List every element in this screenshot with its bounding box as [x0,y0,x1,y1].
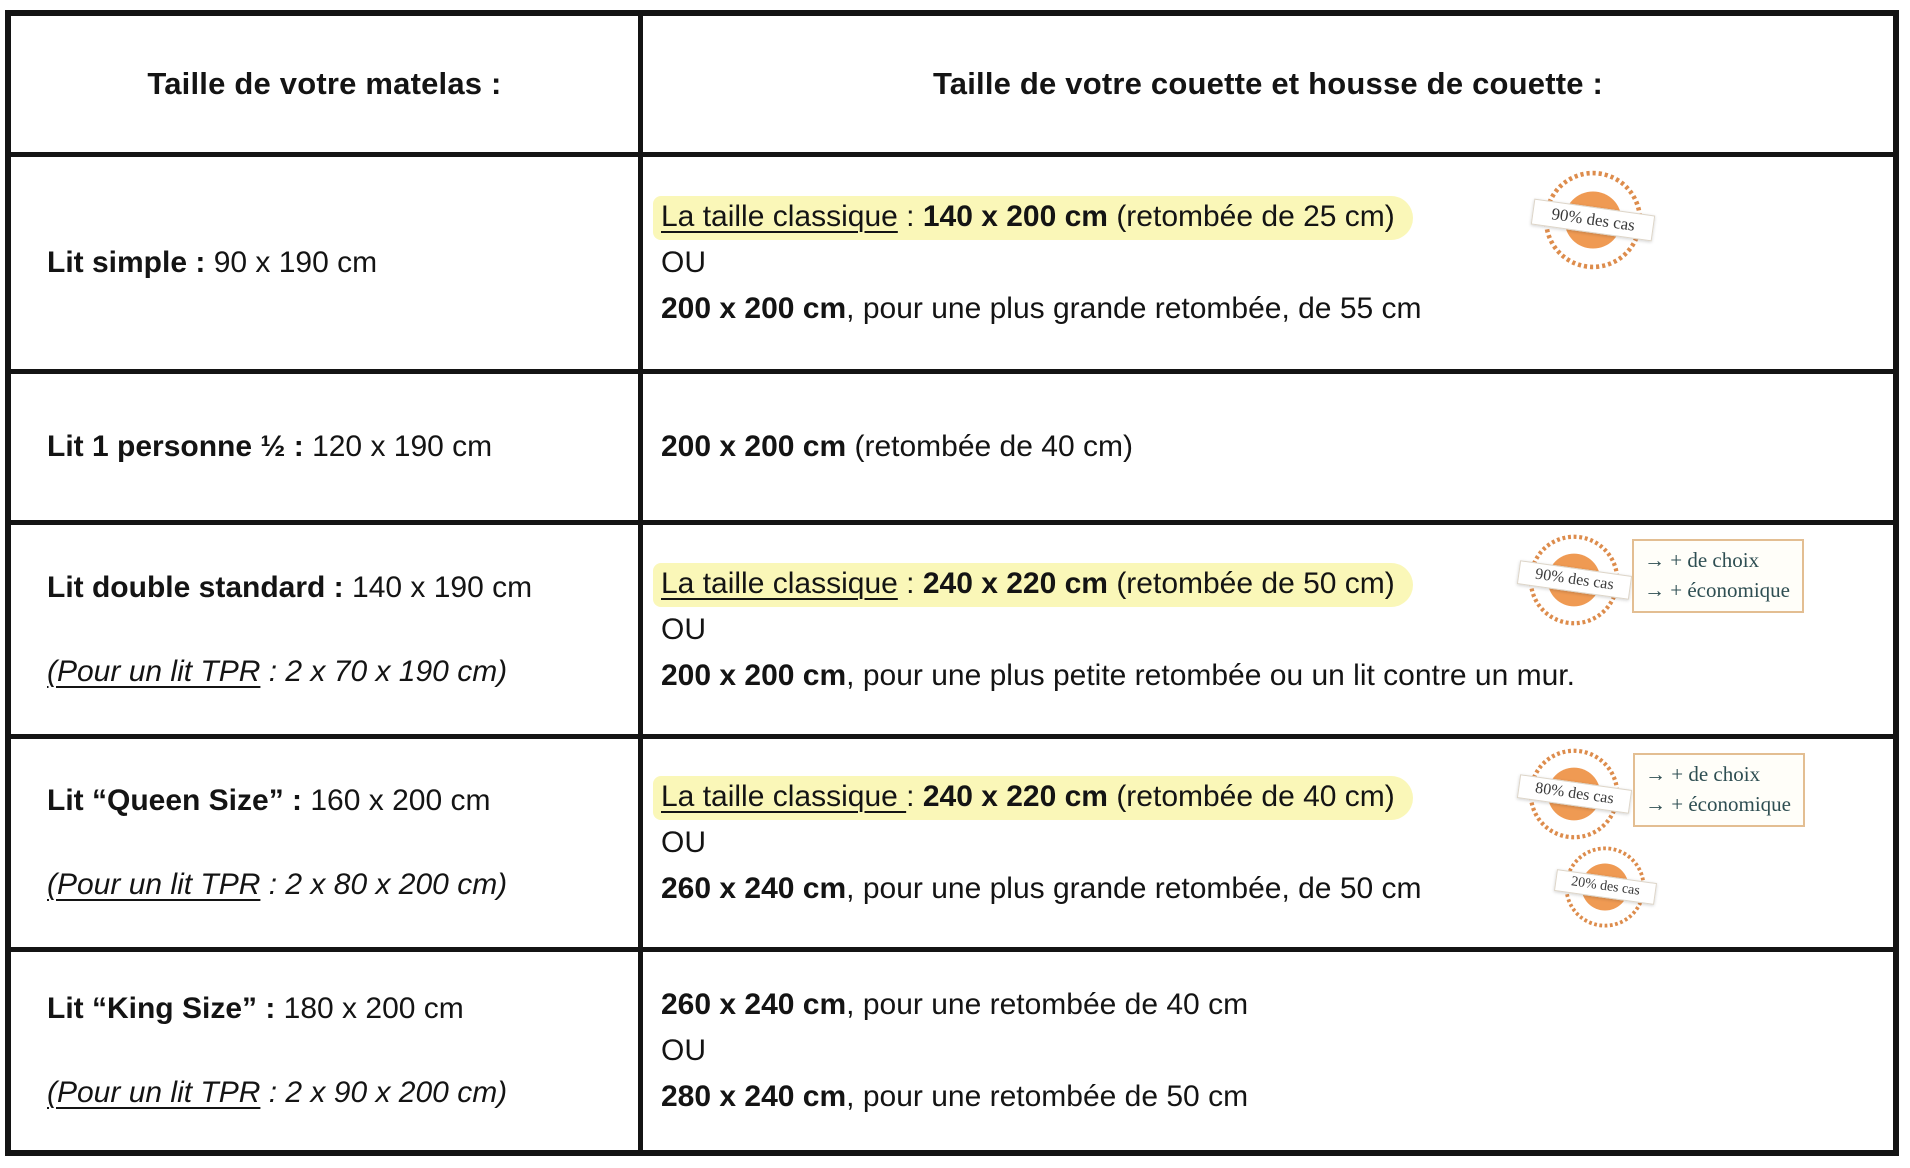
classic-colon: : [897,566,923,600]
duvet-cell-lit-king-size: 260 x 240 cm, pour une retombée de 40 cm… [643,952,1893,1150]
classic-label: La taille classique [661,200,898,233]
mattress-line: Lit simple : 90 x 190 cm [47,241,638,285]
tpr-label: (Pour un lit TPR [47,1076,261,1109]
tpr-size: : 2 x 80 x 200 cm) [260,868,508,901]
mattress-line: Lit 1 personne ½ : 120 x 190 cm [47,425,638,469]
mattress-name: Lit double standard : [47,570,344,604]
or-separator: OU [661,1034,706,1067]
classic-size-line: La taille classique : 140 x 200 cm (reto… [653,194,1893,240]
tpr-note: (Pour un lit TPR : 2 x 70 x 190 cm) [47,650,638,694]
duvet-note: , pour une retombée de 50 cm [846,1080,1249,1113]
alt-size: 200 x 200 cm [661,292,847,325]
alt-size-line: 260 x 240 cm, pour une plus grande retom… [661,866,1893,912]
duvet-note: , pour une retombée de 40 cm [846,988,1249,1021]
duvet-cell-lit-1-personne-demi: 200 x 200 cm (retombée de 40 cm) [643,374,1893,525]
alt-size: 260 x 240 cm [661,872,847,905]
classic-colon: : [906,780,923,813]
classic-size: 240 x 220 cm [922,780,1108,813]
mattress-line: Lit double standard : 140 x 190 cm [47,566,638,610]
header-mattress-label: Taille de votre matelas : [147,66,502,101]
or-separator: OU [661,826,706,859]
alt-size-line: 200 x 200 cm, pour une plus grande retom… [661,286,1893,332]
duvet-note: (retombée de 40 cm) [846,430,1133,463]
size-option-line: 260 x 240 cm, pour une retombée de 40 cm [661,982,1893,1028]
single-size-line: 200 x 200 cm (retombée de 40 cm) [661,424,1893,470]
perk-item-choice: → + de choix [1645,762,1761,786]
mattress-size: 160 x 200 cm [310,784,491,817]
mattress-size: 90 x 190 cm [213,246,378,279]
perk-item-economy: → + économique [1644,578,1790,602]
alt-size-line: 200 x 200 cm, pour une plus petite retom… [661,653,1893,699]
classic-size-line: La taille classique : 240 x 220 cm (reto… [653,774,1893,820]
mattress-size: 180 x 200 cm [283,992,464,1025]
mattress-size: 140 x 190 cm [352,570,533,604]
mattress-cell-lit-double-standard: Lit double standard : 140 x 190 cm (Pour… [11,525,643,739]
highlight-marker: La taille classique : 140 x 200 cm (reto… [653,196,1413,240]
duvet-cell-lit-queen-size: La taille classique : 240 x 220 cm (reto… [643,739,1893,952]
duvet-cell-lit-simple: La taille classique : 140 x 200 cm (reto… [643,157,1893,374]
classic-size: 140 x 200 cm [922,200,1108,233]
classic-size-line: La taille classique : 240 x 220 cm (reto… [653,561,1893,607]
classic-note: (retombée de 50 cm) [1107,566,1395,600]
mattress-cell-lit-queen-size: Lit “Queen Size” : 160 x 200 cm (Pour un… [11,739,643,952]
alt-note: , pour une plus grande retombée, de 55 c… [846,292,1422,325]
classic-label: La taille classique [661,780,907,813]
tpr-size: : 2 x 70 x 190 cm) [260,654,508,688]
header-cell-duvet: Taille de votre couette et housse de cou… [643,16,1893,157]
classic-note: (retombée de 25 cm) [1107,200,1395,233]
duvet-size: 200 x 200 cm [661,430,847,463]
tpr-note: (Pour un lit TPR : 2 x 80 x 200 cm) [47,863,638,907]
mattress-cell-lit-simple: Lit simple : 90 x 190 cm [11,157,643,374]
mattress-cell-lit-king-size: Lit “King Size” : 180 x 200 cm (Pour un … [11,952,643,1150]
mattress-name: Lit simple : [47,246,206,279]
header-cell-mattress: Taille de votre matelas : [11,16,643,157]
alt-size: 200 x 200 cm [661,658,847,692]
perk-item-economy: → + économique [1645,792,1791,816]
or-separator: OU [661,612,706,646]
header-duvet-label: Taille de votre couette et housse de cou… [932,66,1604,101]
duvet-size-comparison-table: Taille de votre matelas : Taille de votr… [5,10,1899,1156]
or-separator: OU [661,246,706,279]
mattress-name: Lit “Queen Size” : [47,784,303,817]
alt-note: , pour une plus grande retombée, de 50 c… [846,872,1422,905]
tpr-label: (Pour un lit TPR [47,654,261,688]
classic-label: La taille classique [661,566,898,600]
mattress-line: Lit “King Size” : 180 x 200 cm [47,987,638,1031]
duvet-size: 260 x 240 cm [661,988,847,1021]
duvet-size: 280 x 240 cm [661,1080,847,1113]
alt-note: , pour une plus petite retombée ou un li… [846,658,1575,692]
mattress-line: Lit “Queen Size” : 160 x 200 cm [47,779,638,823]
tpr-size: : 2 x 90 x 200 cm) [260,1076,508,1109]
classic-note: (retombée de 40 cm) [1107,780,1395,813]
classic-colon: : [897,200,923,233]
perk-box: → + de choix → + économique [1633,753,1805,827]
mattress-cell-lit-1-personne-demi: Lit 1 personne ½ : 120 x 190 cm [11,374,643,525]
perk-box: → + de choix → + économique [1632,539,1804,613]
mattress-name: Lit “King Size” : [47,992,276,1025]
classic-size: 240 x 220 cm [922,566,1108,600]
highlight-marker: La taille classique : 240 x 220 cm (reto… [653,562,1413,607]
highlight-marker: La taille classique : 240 x 220 cm (reto… [653,776,1413,820]
size-option-line: 280 x 240 cm, pour une retombée de 50 cm [661,1074,1893,1120]
duvet-cell-lit-double-standard: La taille classique : 240 x 220 cm (reto… [643,525,1893,739]
tpr-label: (Pour un lit TPR [47,868,261,901]
tpr-note: (Pour un lit TPR : 2 x 90 x 200 cm) [47,1071,638,1115]
perk-item-choice: → + de choix [1644,548,1760,572]
mattress-name: Lit 1 personne ½ : [47,430,304,463]
mattress-size: 120 x 190 cm [312,430,493,463]
